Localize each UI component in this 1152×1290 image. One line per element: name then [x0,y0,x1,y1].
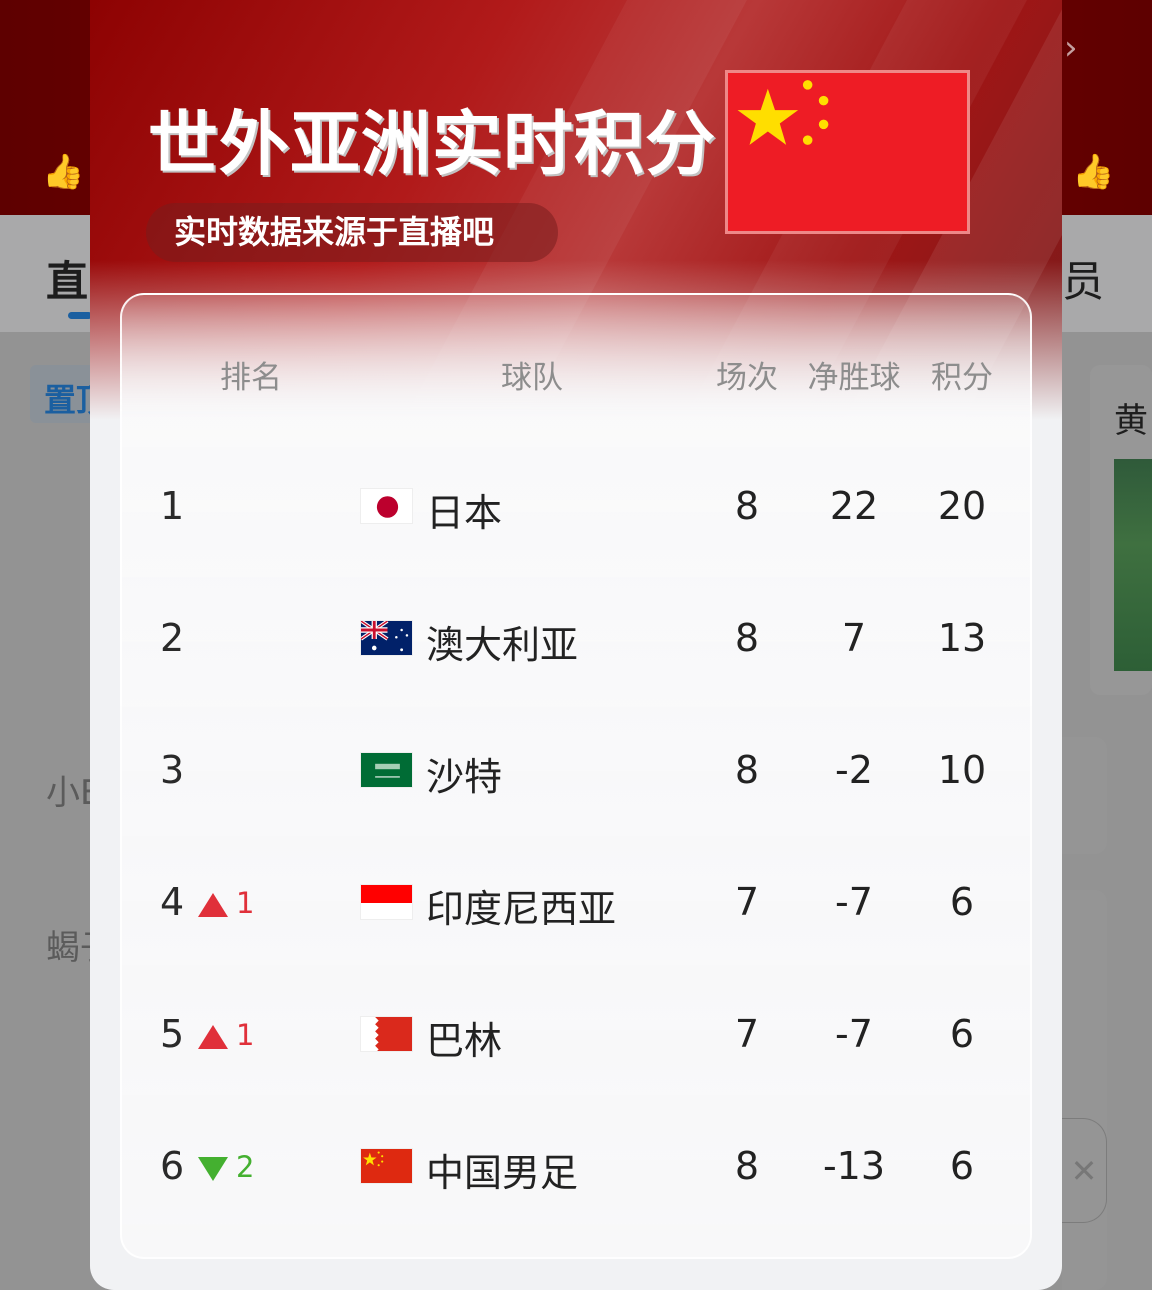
rank-change: 1 [198,886,254,920]
played: 8 [734,484,760,528]
points: 6 [949,880,975,924]
news-card[interactable]: 黄 [1090,365,1152,695]
thumbs-up-icon[interactable]: 👍 [1072,152,1115,192]
table-row[interactable]: 3 沙特 8 -2 10 [90,740,1062,800]
played: 8 [734,1144,760,1188]
table-row[interactable]: 4 1 印度尼西亚 7 -7 6 [90,872,1062,932]
goal-diff: -13 [822,1144,886,1188]
column-header-played: 场次 [716,360,778,396]
team-name: 中国男足 [426,1151,579,1195]
triangle-down-icon [198,1157,228,1181]
points: 10 [937,748,987,792]
card [1062,890,1107,1290]
source-pill: 实时数据来源于直播吧 [146,203,558,262]
rank: 4 [160,880,185,924]
team-name: 巴林 [426,1019,503,1063]
bahrain-flag-icon [360,1016,413,1052]
news-thumbnail [1114,459,1152,671]
page-title: 世外亚洲实时积分 [148,103,716,185]
column-header-team: 球队 [501,360,563,396]
triangle-up-icon [198,893,228,917]
team-name: 日本 [426,491,503,535]
played: 8 [734,616,760,660]
points: 6 [949,1144,975,1188]
australia-flag-icon [360,620,413,656]
rank: 1 [160,484,185,528]
rank-change-value: 1 [236,1018,255,1052]
rank: 5 [160,1012,185,1056]
rank: 2 [160,616,185,660]
played: 7 [734,1012,760,1056]
goal-diff: -2 [835,748,873,792]
rank-change-value: 2 [236,1150,255,1184]
thumbs-up-icon[interactable]: 👍 [42,152,85,192]
china-flag-icon [725,70,970,234]
rank: 6 [160,1144,185,1188]
team-name: 沙特 [426,755,503,799]
goal-diff: -7 [835,1012,873,1056]
rank: 3 [160,748,185,792]
close-icon[interactable]: ✕ [1062,1118,1107,1223]
tab-member[interactable]: 员 [1062,257,1105,306]
points: 6 [949,1012,975,1056]
column-header-rank: 排名 [220,360,282,396]
japan-flag-icon [360,488,413,524]
chevron-right-icon[interactable]: › [1064,28,1078,68]
goal-diff: -7 [835,880,873,924]
indonesia-flag-icon [360,884,413,920]
standings-table [120,293,1032,1259]
table-row[interactable]: 2 澳大利亚 8 7 13 [90,608,1062,668]
played: 8 [734,748,760,792]
card [1062,737,1107,854]
rank-change: 1 [198,1018,254,1052]
tab-indicator [68,312,92,319]
triangle-up-icon [198,1025,228,1049]
team-name: 澳大利亚 [426,623,579,667]
china-flag-icon [360,1148,413,1184]
goal-diff: 22 [829,484,879,528]
points: 13 [937,616,987,660]
team-name: 印度尼西亚 [426,887,617,931]
table-row[interactable]: 1 日本 8 22 20 [90,476,1062,536]
saudi-arabia-flag-icon [360,752,413,788]
rank-change-value: 1 [236,886,255,920]
tab-live[interactable]: 直 [46,257,89,306]
standings-popup: 世外亚洲实时积分 实时数据来源于直播吧 排名 球队 场次 净胜球 积分 1 日本… [90,0,1062,1290]
played: 7 [734,880,760,924]
goal-diff: 7 [841,616,867,660]
column-header-points: 积分 [931,360,993,396]
column-header-goal-diff: 净胜球 [807,360,901,396]
table-row[interactable]: 5 1 巴林 7 -7 6 [90,1004,1062,1064]
rank-change: 2 [198,1150,254,1184]
table-row[interactable]: 6 2 中国男足 8 -13 6 [90,1136,1062,1196]
points: 20 [937,484,987,528]
news-title: 黄 [1114,401,1148,441]
